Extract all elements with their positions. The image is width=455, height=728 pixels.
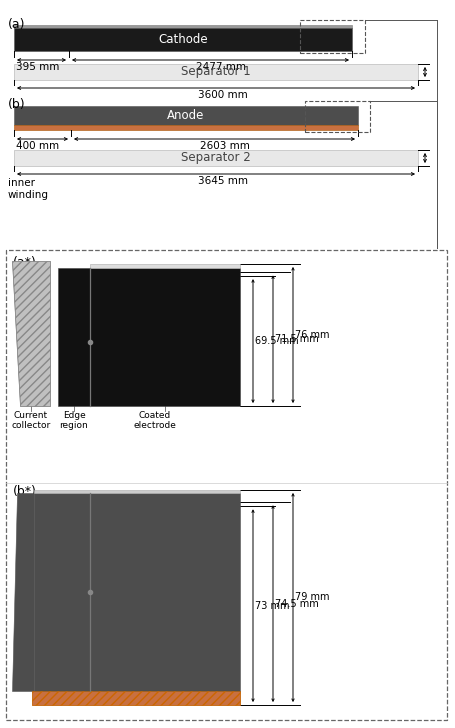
Text: 3645 mm: 3645 mm [198,176,248,186]
Text: 400 mm: 400 mm [16,141,59,151]
Text: 79 mm: 79 mm [295,593,329,603]
Text: Cathode: Cathode [158,33,208,46]
Text: 74.5 mm: 74.5 mm [275,598,319,609]
Text: Coated
electrode: Coated electrode [134,411,177,430]
Text: (b*): (b*) [13,485,37,498]
Bar [14,28,352,51]
Text: 2477 mm: 2477 mm [196,62,246,72]
Text: 69.5 mm: 69.5 mm [255,336,298,346]
Text: inner
winding: inner winding [8,178,49,200]
Bar [90,264,240,268]
Polygon shape [12,493,34,691]
Text: Current
collector: Current collector [11,411,51,430]
Bar [32,691,240,705]
Bar [14,150,418,166]
Text: (b): (b) [8,98,25,111]
Bar [34,490,240,493]
Bar [58,268,90,406]
Text: (a): (a) [8,18,25,31]
Text: 71.5 mm: 71.5 mm [275,334,319,344]
Text: 73 mm: 73 mm [255,601,289,611]
Text: Anode: Anode [167,109,205,122]
Text: Edge
region: Edge region [60,411,88,430]
Bar [6,250,447,720]
Polygon shape [12,261,50,406]
Bar [300,20,365,53]
Bar [14,64,418,80]
Bar [90,268,240,406]
Text: Separator 1: Separator 1 [181,66,251,79]
Text: 395 mm: 395 mm [16,62,59,72]
Bar [14,125,358,130]
Text: (a*): (a*) [13,256,37,269]
Text: 3600 mm: 3600 mm [198,90,248,100]
Text: 76 mm: 76 mm [295,330,329,340]
Bar [32,691,240,705]
Text: Separator 2: Separator 2 [181,151,251,165]
Bar [34,493,240,691]
Text: 2603 mm: 2603 mm [199,141,249,151]
Bar [14,106,358,125]
Bar [305,101,370,132]
Bar [14,25,352,28]
